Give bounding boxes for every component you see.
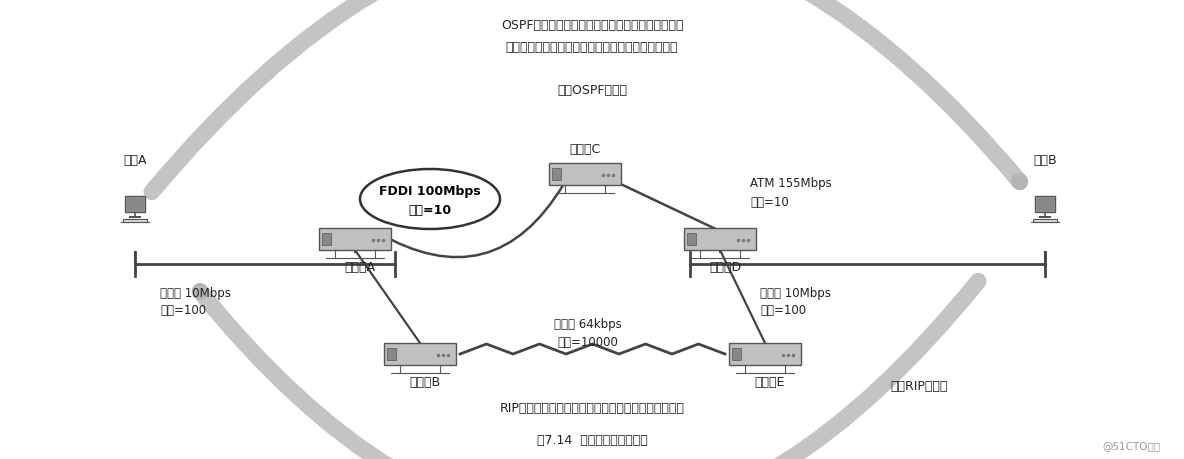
Text: 使用RIP的路由: 使用RIP的路由 <box>890 381 947 393</box>
FancyBboxPatch shape <box>1034 218 1057 222</box>
Text: 代价=10: 代价=10 <box>749 196 789 208</box>
Text: 路由器C: 路由器C <box>570 143 600 156</box>
Text: 代价=10: 代价=10 <box>408 205 451 218</box>
FancyBboxPatch shape <box>552 168 560 180</box>
FancyBboxPatch shape <box>1036 197 1054 211</box>
Text: 以太网 10Mbps: 以太网 10Mbps <box>760 287 831 300</box>
FancyBboxPatch shape <box>387 348 395 360</box>
Text: 主机A: 主机A <box>123 154 147 167</box>
Text: 代价=10000: 代价=10000 <box>558 336 618 349</box>
FancyBboxPatch shape <box>123 218 147 222</box>
FancyBboxPatch shape <box>732 348 740 360</box>
Text: 代价=100: 代价=100 <box>760 304 806 317</box>
Ellipse shape <box>360 169 500 229</box>
Text: 路由器D: 路由器D <box>709 261 741 274</box>
FancyBboxPatch shape <box>322 233 330 245</box>
FancyBboxPatch shape <box>318 228 391 250</box>
FancyArrowPatch shape <box>152 0 1019 192</box>
FancyBboxPatch shape <box>1035 196 1055 212</box>
FancyBboxPatch shape <box>684 228 757 250</box>
Text: FDDI 100Mbps: FDDI 100Mbps <box>379 185 481 197</box>
Text: 以太网 10Mbps: 以太网 10Mbps <box>160 287 231 300</box>
Text: RIP的情况下，选择路由器个数较少的路径传送数据。: RIP的情况下，选择路由器个数较少的路径传送数据。 <box>500 403 684 415</box>
Text: 代价=100: 代价=100 <box>160 304 206 317</box>
FancyArrowPatch shape <box>200 281 978 459</box>
Text: 代价可以由管理员手动设置，因此应用起来较灵活。: 代价可以由管理员手动设置，因此应用起来较灵活。 <box>506 41 678 54</box>
Text: @51CTO博客: @51CTO博客 <box>1102 441 1160 451</box>
Text: 路由器A: 路由器A <box>345 261 375 274</box>
FancyBboxPatch shape <box>126 197 144 211</box>
FancyBboxPatch shape <box>124 196 146 212</box>
FancyBboxPatch shape <box>687 233 695 245</box>
Text: 路由器B: 路由器B <box>410 376 440 389</box>
FancyBboxPatch shape <box>549 163 620 185</box>
FancyBboxPatch shape <box>384 343 456 365</box>
Text: 使用OSPF的路由: 使用OSPF的路由 <box>556 84 628 97</box>
Text: 串口线 64kbps: 串口线 64kbps <box>554 318 622 331</box>
Text: 图7.14  网络权重与路由选择: 图7.14 网络权重与路由选择 <box>536 435 648 448</box>
Text: 路由器E: 路由器E <box>755 376 785 389</box>
FancyBboxPatch shape <box>729 343 802 365</box>
Text: OSPF的情况下，选择总代价较小的路径传送数据。: OSPF的情况下，选择总代价较小的路径传送数据。 <box>501 19 683 32</box>
Text: 主机B: 主机B <box>1034 154 1057 167</box>
FancyArrowPatch shape <box>378 185 564 257</box>
Text: ATM 155Mbps: ATM 155Mbps <box>749 178 831 190</box>
